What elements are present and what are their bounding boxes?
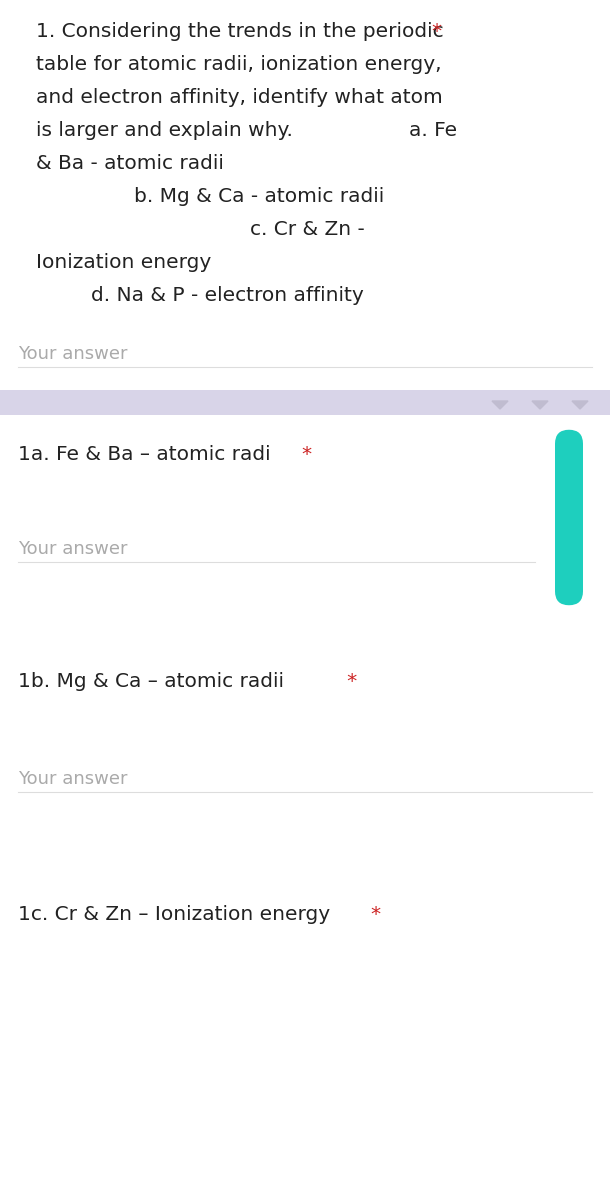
Bar xyxy=(0,850,610,875)
Text: 1. Considering the trends in the periodic: 1. Considering the trends in the periodi… xyxy=(37,22,444,41)
Bar xyxy=(0,0,610,390)
Bar xyxy=(0,930,610,1200)
Text: & Ba - atomic radii: & Ba - atomic radii xyxy=(37,154,224,173)
Text: *: * xyxy=(301,445,311,464)
Text: Your answer: Your answer xyxy=(18,346,127,362)
Text: *: * xyxy=(328,672,357,691)
Bar xyxy=(0,620,610,646)
Bar xyxy=(0,390,610,415)
Text: 1a. Fe & Ba – atomic radi: 1a. Fe & Ba – atomic radi xyxy=(18,445,277,464)
Bar xyxy=(0,646,610,850)
Text: c. Cr & Zn -: c. Cr & Zn - xyxy=(250,220,365,239)
Text: d. Na & P - electron affinity: d. Na & P - electron affinity xyxy=(92,286,364,305)
Polygon shape xyxy=(492,401,508,409)
Text: a. Fe: a. Fe xyxy=(409,121,457,140)
Text: Your answer: Your answer xyxy=(18,770,127,788)
Text: Ionization energy: Ionization energy xyxy=(37,253,212,272)
Bar xyxy=(0,415,610,620)
Text: 1c. Cr & Zn – Ionization energy: 1c. Cr & Zn – Ionization energy xyxy=(18,905,337,924)
Text: table for atomic radii, ionization energy,: table for atomic radii, ionization energ… xyxy=(37,55,442,74)
Text: *: * xyxy=(370,905,380,924)
Text: b. Mg & Ca - atomic radii: b. Mg & Ca - atomic radii xyxy=(134,187,384,206)
Text: is larger and explain why.: is larger and explain why. xyxy=(37,121,293,140)
Text: *: * xyxy=(431,22,442,41)
Text: 1b. Mg & Ca – atomic radii: 1b. Mg & Ca – atomic radii xyxy=(18,672,284,691)
Text: Your answer: Your answer xyxy=(18,540,127,558)
Polygon shape xyxy=(572,401,588,409)
Text: and electron affinity, identify what atom: and electron affinity, identify what ato… xyxy=(37,88,443,107)
Polygon shape xyxy=(532,401,548,409)
Bar xyxy=(0,610,610,875)
FancyBboxPatch shape xyxy=(555,430,583,605)
